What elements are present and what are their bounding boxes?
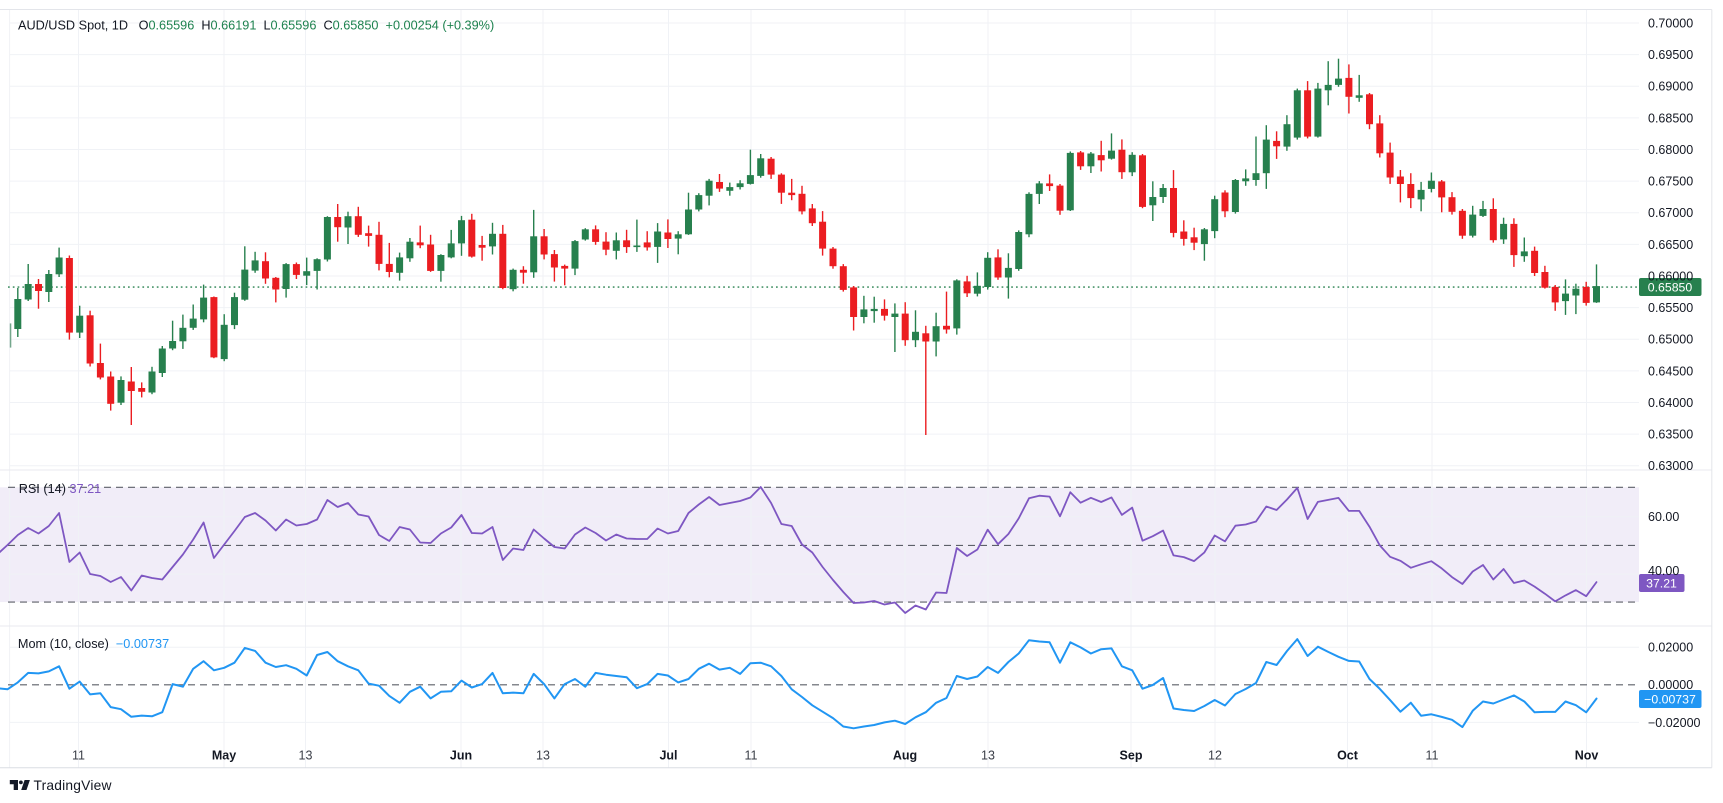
svg-text:0.00000: 0.00000 xyxy=(1648,678,1693,692)
svg-text:Jul: Jul xyxy=(659,749,677,763)
svg-text:Sep: Sep xyxy=(1120,749,1143,763)
svg-text:0.64000: 0.64000 xyxy=(1648,396,1693,410)
svg-text:0.69000: 0.69000 xyxy=(1648,80,1693,94)
svg-text:11: 11 xyxy=(745,749,758,763)
svg-text:AUD/USD Spot, 1D O0.65596 H: AUD/USD Spot, 1D O0.65596 H0.66191 L0.65… xyxy=(18,19,494,33)
svg-text:Jun: Jun xyxy=(450,749,472,763)
svg-text:0.67500: 0.67500 xyxy=(1648,175,1693,189)
svg-text:0.63000: 0.63000 xyxy=(1648,459,1693,473)
svg-text:0.63500: 0.63500 xyxy=(1648,428,1693,442)
svg-text:13: 13 xyxy=(299,749,313,763)
svg-text:Aug: Aug xyxy=(893,749,917,763)
svg-text:11: 11 xyxy=(72,749,85,763)
svg-text:Nov: Nov xyxy=(1575,749,1599,763)
svg-text:−0.00737: −0.00737 xyxy=(1644,693,1696,707)
svg-text:13: 13 xyxy=(981,749,995,763)
svg-text:0.65000: 0.65000 xyxy=(1648,333,1693,347)
svg-text:Oct: Oct xyxy=(1337,749,1359,763)
svg-text:0.67000: 0.67000 xyxy=(1648,206,1693,220)
svg-text:37.21: 37.21 xyxy=(1646,577,1677,591)
svg-text:0.64500: 0.64500 xyxy=(1648,364,1693,378)
svg-text:13: 13 xyxy=(536,749,550,763)
svg-text:0.70000: 0.70000 xyxy=(1648,16,1693,30)
svg-text:0.65850: 0.65850 xyxy=(1648,281,1693,295)
svg-text:11: 11 xyxy=(1426,749,1439,763)
svg-text:12: 12 xyxy=(1208,749,1222,763)
svg-text:0.66000: 0.66000 xyxy=(1648,269,1693,283)
svg-text:May: May xyxy=(212,749,236,763)
svg-text:0.02000: 0.02000 xyxy=(1648,641,1693,655)
svg-text:0.68000: 0.68000 xyxy=(1648,143,1693,157)
svg-text:Mom (10, close) −0.00737: Mom (10, close) −0.00737 xyxy=(18,637,169,651)
svg-text:40.00: 40.00 xyxy=(1648,564,1679,578)
svg-text:0.69500: 0.69500 xyxy=(1648,48,1693,62)
svg-text:RSI (14) 37.21: RSI (14) 37.21 xyxy=(19,482,102,496)
svg-text:TradingView: TradingView xyxy=(34,778,112,793)
svg-text:−0.02000: −0.02000 xyxy=(1648,716,1701,730)
svg-text:0.68500: 0.68500 xyxy=(1648,111,1693,125)
svg-text:60.00: 60.00 xyxy=(1648,510,1679,524)
svg-text:0.65500: 0.65500 xyxy=(1648,301,1693,315)
svg-text:0.66500: 0.66500 xyxy=(1648,238,1693,252)
